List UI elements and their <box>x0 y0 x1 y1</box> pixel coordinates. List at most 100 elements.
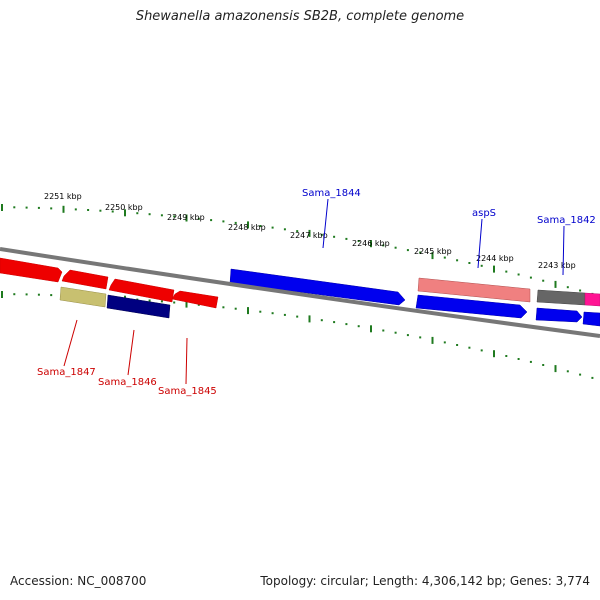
leader-line-sama-1842 <box>562 225 565 276</box>
minor-tick <box>283 228 286 231</box>
minor-tick <box>13 293 16 296</box>
minor-tick <box>111 210 114 213</box>
major-tick <box>493 350 495 358</box>
gene-label-sama-1846: Sama_1846 <box>98 377 157 388</box>
minor-tick <box>566 370 569 373</box>
minor-tick <box>406 334 409 337</box>
minor-tick <box>468 262 471 264</box>
minor-tick <box>406 249 409 252</box>
gene-arrow-blue-reverse-2[interactable] <box>535 307 583 323</box>
minor-tick <box>234 221 237 224</box>
minor-tick <box>210 219 213 222</box>
minor-tick <box>591 376 594 379</box>
minor-tick <box>357 240 360 242</box>
minor-tick <box>517 273 520 276</box>
gene-arrow-sama-1846[interactable] <box>61 269 109 290</box>
major-tick <box>247 221 249 229</box>
minor-tick <box>517 358 520 360</box>
major-tick <box>124 209 126 217</box>
minor-tick <box>345 323 348 326</box>
gene-label-sama-1847: Sama_1847 <box>37 367 96 378</box>
gene-arrow-asps[interactable] <box>417 277 531 303</box>
minor-tick <box>283 313 286 316</box>
minor-tick <box>345 237 348 240</box>
gene-arrow-sama-1845[interactable] <box>108 278 175 303</box>
major-tick <box>1 291 3 298</box>
minor-tick <box>222 306 225 309</box>
genome-summary-text: Topology: circular; Length: 4,306,142 bp… <box>260 574 590 588</box>
minor-tick <box>419 251 422 254</box>
gene-arrow-red-small[interactable] <box>171 290 219 309</box>
minor-tick <box>357 325 360 328</box>
minor-tick <box>160 300 163 303</box>
minor-tick <box>50 207 53 210</box>
leader-line-asps <box>477 218 483 269</box>
minor-tick <box>394 331 397 334</box>
minor-tick <box>419 336 422 339</box>
minor-tick <box>259 310 262 313</box>
tick-label: 2244 kbp <box>476 254 514 263</box>
minor-tick <box>333 235 336 238</box>
gene-arrow-sama-1847[interactable] <box>0 257 63 283</box>
gene-label-sama-1844: Sama_1844 <box>302 188 361 199</box>
gene-arrow-blue-reverse-1[interactable] <box>415 294 528 319</box>
major-tick <box>185 300 188 308</box>
minor-tick <box>529 276 532 279</box>
gene-box-olive[interactable] <box>59 286 107 308</box>
minor-tick <box>222 220 225 223</box>
minor-tick <box>197 217 200 220</box>
minor-tick <box>136 212 139 215</box>
major-tick <box>370 325 372 333</box>
minor-tick <box>480 264 483 267</box>
minor-tick <box>394 246 397 249</box>
minor-tick <box>259 225 262 227</box>
major-tick <box>62 205 65 213</box>
minor-tick <box>99 209 102 212</box>
minor-tick <box>529 360 532 363</box>
minor-tick <box>542 279 545 282</box>
major-tick <box>308 315 311 323</box>
minor-tick <box>13 206 16 209</box>
outer-tick-dots <box>1 204 594 295</box>
gene-label-sama-1845: Sama_1845 <box>158 386 217 397</box>
minor-tick <box>37 206 40 209</box>
minor-tick <box>296 315 299 318</box>
major-tick <box>554 365 557 373</box>
minor-tick <box>542 364 545 366</box>
minor-tick <box>468 346 471 349</box>
minor-tick <box>87 209 90 211</box>
minor-tick <box>480 349 483 352</box>
minor-tick <box>25 206 28 209</box>
minor-tick <box>271 226 274 229</box>
minor-tick <box>333 321 336 324</box>
minor-tick <box>148 213 151 216</box>
major-tick <box>431 252 434 260</box>
minor-tick <box>382 329 385 332</box>
minor-tick <box>148 299 151 302</box>
leader-line-sama-1845 <box>185 337 188 385</box>
minor-tick <box>25 293 28 296</box>
major-tick <box>493 265 495 273</box>
gene-arrow-sama-1842[interactable] <box>536 289 586 306</box>
tick-label: 2251 kbp <box>44 192 82 201</box>
gene-arrow-pink[interactable] <box>584 292 600 307</box>
gene-box-navy[interactable] <box>106 294 171 319</box>
minor-tick <box>566 286 569 289</box>
minor-tick <box>234 307 237 310</box>
major-tick <box>431 336 434 344</box>
minor-tick <box>320 319 323 322</box>
tick-label: 2246 kbp <box>352 239 390 248</box>
minor-tick <box>37 293 40 296</box>
gene-arrow-blue-reverse-3[interactable] <box>582 311 600 327</box>
major-tick <box>247 307 249 315</box>
major-tick <box>370 240 372 248</box>
tick-label: 2248 kbp <box>228 223 266 232</box>
gene-arrow-sama-1844[interactable] <box>229 268 406 306</box>
gene-label-asps: aspS <box>472 208 496 219</box>
minor-tick <box>579 373 582 376</box>
minor-tick <box>197 303 200 306</box>
gene-label-sama-1842: Sama_1842 <box>537 215 596 226</box>
tick-label: 2249 kbp <box>167 213 205 222</box>
tick-label: 2250 kbp <box>105 203 143 212</box>
